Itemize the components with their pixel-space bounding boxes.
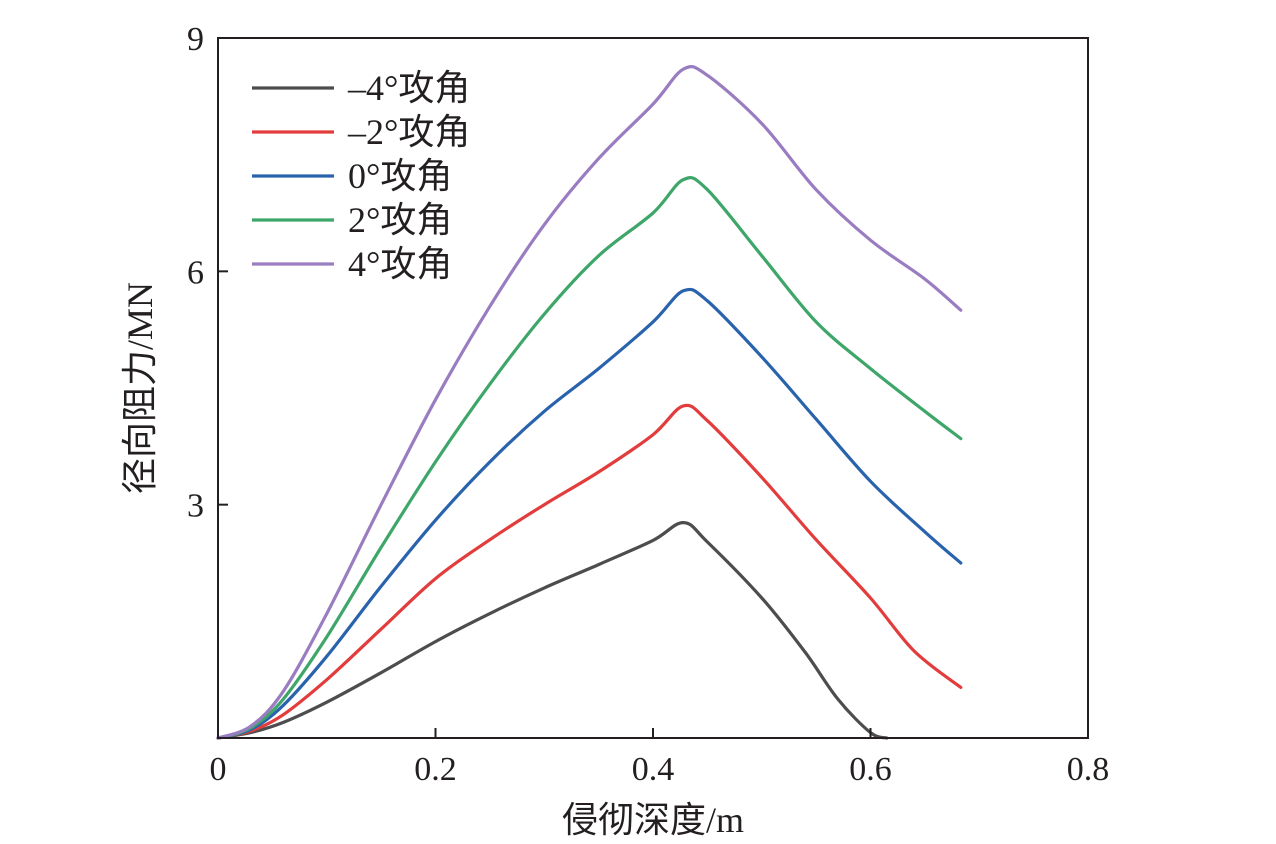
series-line-1	[216, 403, 963, 740]
y-tick-label: 3	[187, 488, 204, 525]
series-line-3	[216, 176, 963, 740]
legend-item: –2°攻角	[252, 112, 470, 152]
y-tick-label: 9	[187, 21, 204, 58]
x-axis-title: 侵彻深度/m	[562, 800, 744, 840]
legend-item: 2°攻角	[252, 200, 452, 240]
legend-label: 2°攻角	[348, 200, 452, 240]
legend-item: 4°攻角	[252, 244, 452, 284]
legend: –4°攻角–2°攻角0°攻角2°攻角4°攻角	[252, 68, 470, 284]
x-tick-label: 0.4	[632, 751, 675, 788]
series-line-2	[216, 287, 963, 740]
series-layer	[216, 64, 963, 740]
legend-item: –4°攻角	[252, 68, 470, 108]
legend-label: 0°攻角	[348, 156, 452, 196]
x-tick-label: 0.2	[414, 751, 457, 788]
legend-label: –4°攻角	[347, 68, 470, 108]
series-line-4	[216, 64, 963, 740]
legend-label: 4°攻角	[348, 244, 452, 284]
legend-label: –2°攻角	[347, 112, 470, 152]
y-axis-title: 径向阻力/MN	[120, 282, 160, 494]
legend-item: 0°攻角	[252, 156, 452, 196]
x-tick-label: 0	[210, 751, 227, 788]
y-tick-label: 6	[187, 254, 204, 291]
x-tick-label: 0.6	[849, 751, 892, 788]
series-line-0	[216, 520, 889, 740]
tick-layer: 0 0.2 0.4 0.6 0.8 3 6 9	[187, 21, 1109, 788]
x-tick-label: 0.8	[1067, 751, 1110, 788]
